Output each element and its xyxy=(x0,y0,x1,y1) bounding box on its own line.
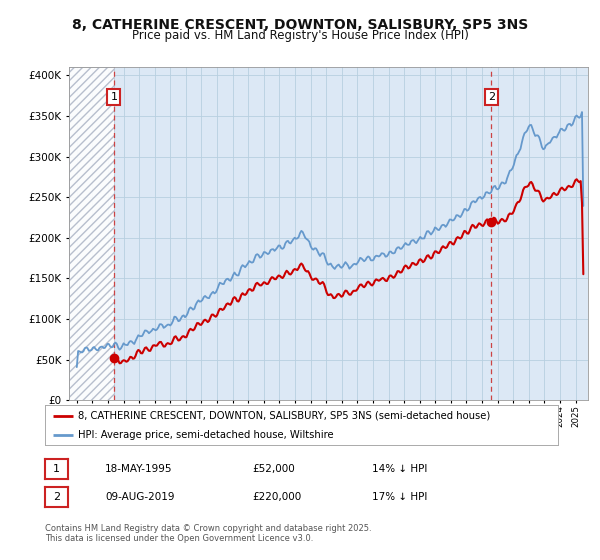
Bar xyxy=(69,67,114,400)
Text: 09-AUG-2019: 09-AUG-2019 xyxy=(105,492,175,502)
Text: 1: 1 xyxy=(110,92,118,102)
Text: 8, CATHERINE CRESCENT, DOWNTON, SALISBURY, SP5 3NS: 8, CATHERINE CRESCENT, DOWNTON, SALISBUR… xyxy=(72,18,528,32)
Text: Contains HM Land Registry data © Crown copyright and database right 2025.: Contains HM Land Registry data © Crown c… xyxy=(45,524,371,533)
Text: 2: 2 xyxy=(53,492,60,502)
Text: 8, CATHERINE CRESCENT, DOWNTON, SALISBURY, SP5 3NS (semi-detached house): 8, CATHERINE CRESCENT, DOWNTON, SALISBUR… xyxy=(79,411,491,421)
Text: 2: 2 xyxy=(488,92,495,102)
Text: 18-MAY-1995: 18-MAY-1995 xyxy=(105,464,173,474)
Text: £52,000: £52,000 xyxy=(252,464,295,474)
Text: Price paid vs. HM Land Registry's House Price Index (HPI): Price paid vs. HM Land Registry's House … xyxy=(131,29,469,42)
Text: 1: 1 xyxy=(53,464,60,474)
Text: HPI: Average price, semi-detached house, Wiltshire: HPI: Average price, semi-detached house,… xyxy=(79,430,334,440)
Text: 17% ↓ HPI: 17% ↓ HPI xyxy=(372,492,427,502)
Text: This data is licensed under the Open Government Licence v3.0.: This data is licensed under the Open Gov… xyxy=(45,534,313,543)
Text: £220,000: £220,000 xyxy=(252,492,301,502)
Text: 14% ↓ HPI: 14% ↓ HPI xyxy=(372,464,427,474)
